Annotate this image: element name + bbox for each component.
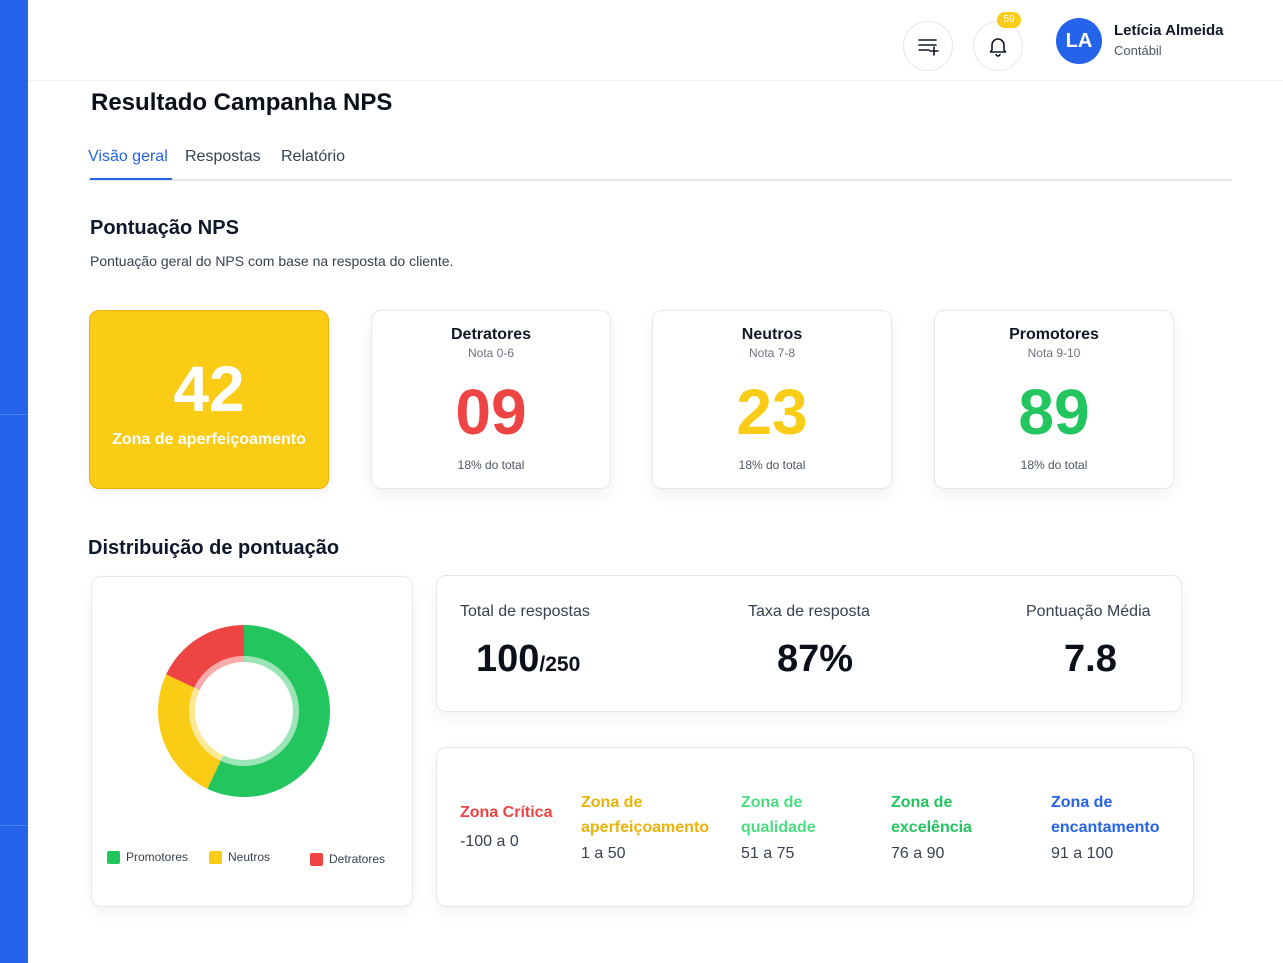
- bell-icon: [989, 38, 1007, 57]
- detractors-card: Detratores Nota 0-6 09 18% do total: [371, 310, 611, 489]
- donut-inner-band-detratores: [194, 656, 244, 691]
- zone-quality-name: Zona de qualidade: [741, 794, 816, 836]
- tab-responses[interactable]: Respostas: [185, 148, 261, 165]
- card-range: Nota 7-8: [748, 346, 796, 360]
- donut-inner-band-neutros: [189, 687, 224, 761]
- list-add-icon: [918, 39, 939, 56]
- zone-delight-name: Zona de encantamento: [1051, 794, 1160, 836]
- card-title: Neutros: [741, 326, 803, 343]
- donut-chart-panel: [91, 576, 413, 907]
- average-score-value: 7.8: [1064, 638, 1117, 680]
- total-responses-count: 100: [476, 638, 540, 680]
- legend-label: Detratores: [329, 852, 386, 866]
- legend-item-promoters: Promotores: [107, 850, 188, 864]
- sidebar-divider: [0, 414, 28, 415]
- page-title: Resultado Campanha NPS: [91, 89, 393, 116]
- nps-score-value: 42: [173, 353, 245, 425]
- user-name[interactable]: Letícia Almeida: [1114, 22, 1224, 39]
- response-rate-value: 87%: [777, 638, 854, 680]
- metrics-panel: [436, 575, 1182, 712]
- card-title: Promotores: [1009, 326, 1099, 343]
- legend-swatch: [107, 850, 120, 864]
- card-share: 18% do total: [457, 458, 525, 472]
- sidebar-divider: [0, 825, 28, 826]
- card-share: 18% do total: [1020, 458, 1088, 472]
- donut-slice-promotores: [207, 625, 330, 797]
- legend-label: Neutros: [228, 850, 271, 864]
- user-role: Contábil: [1114, 43, 1162, 58]
- zone-critical-range: -100 a 0: [460, 833, 519, 850]
- tab-overview[interactable]: Visão geral: [88, 148, 168, 165]
- zone-improvement-name: Zona de aperfeiçoamento: [581, 794, 710, 836]
- tab-report[interactable]: Relatório: [281, 148, 346, 165]
- zone-delight-range: 91 a 100: [1051, 845, 1114, 862]
- donut-chart: [158, 625, 330, 797]
- active-tab-indicator: [90, 178, 172, 180]
- menu-add-button[interactable]: [903, 21, 953, 71]
- nps-score-card: 42 Zona de aperfeiçoamento: [89, 310, 329, 489]
- zone-excellence-name: Zona de excelência: [891, 794, 972, 836]
- total-responses-label: Total de respostas: [460, 603, 590, 620]
- legend-item-detractors: Detratores: [310, 852, 385, 866]
- total-responses-suffix: /250: [539, 653, 581, 676]
- card-range: Nota 9-10: [1027, 346, 1081, 360]
- avatar[interactable]: LA: [1056, 18, 1102, 64]
- average-score-label: Pontuação Média: [1026, 603, 1151, 620]
- zone-quality-range: 51 a 75: [741, 845, 795, 862]
- notifications-button[interactable]: [973, 21, 1023, 71]
- card-value: 23: [736, 376, 808, 448]
- legend-item-neutrals: Neutros: [209, 850, 270, 864]
- card-range: Nota 0-6: [467, 346, 515, 360]
- promoters-card: Promotores Nota 9-10 89 18% do total: [934, 310, 1174, 489]
- zone-improvement-range: 1 a 50: [581, 845, 626, 862]
- distribution-section-title: Distribuição de pontuação: [88, 537, 340, 559]
- tab-bar: Visão geral Respostas Relatório: [88, 146, 1232, 181]
- legend-swatch: [310, 852, 323, 866]
- total-responses-value: 100/250: [476, 638, 580, 681]
- card-share: 18% do total: [738, 458, 806, 472]
- legend-label: Promotores: [126, 850, 189, 864]
- legend-swatch: [209, 850, 222, 864]
- zone-critical-name: Zona Crítica: [460, 804, 553, 821]
- card-value: 89: [1018, 376, 1090, 448]
- left-sidebar: [0, 0, 28, 963]
- response-rate-label: Taxa de resposta: [748, 603, 870, 620]
- notification-count-badge: 59: [997, 12, 1021, 28]
- donut-slice-detratores: [166, 625, 244, 688]
- donut-slice-neutros: [158, 674, 221, 789]
- nps-section-subtitle: Pontuação geral do NPS com base na respo…: [90, 253, 454, 269]
- neutrals-card: Neutros Nota 7-8 23 18% do total: [652, 310, 892, 489]
- card-title: Detratores: [450, 326, 532, 343]
- zone-excellence-range: 76 a 90: [891, 845, 945, 862]
- nps-score-zone: Zona de aperfeiçoamento: [112, 431, 306, 448]
- card-value: 09: [455, 376, 527, 448]
- zones-panel: [436, 747, 1194, 907]
- nps-section-title: Pontuação NPS: [90, 217, 239, 239]
